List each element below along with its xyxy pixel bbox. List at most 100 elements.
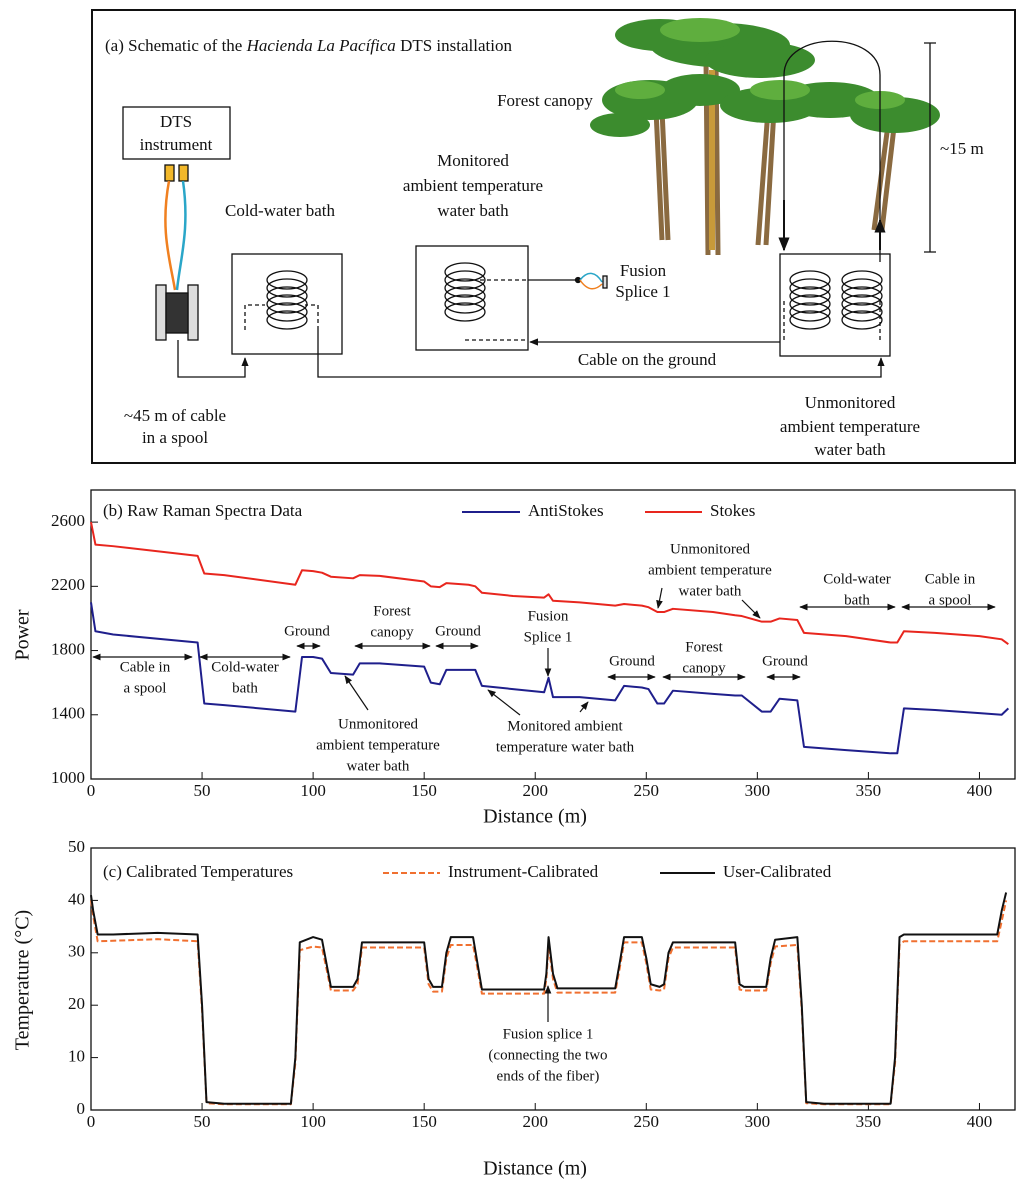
annotation: Cable in: [120, 659, 171, 675]
schematic: [91, 9, 1016, 464]
annotation-arrow: [344, 675, 369, 711]
y-tick-label: 1000: [51, 768, 85, 787]
coil-loop: [444, 262, 486, 282]
x-tick-label: 200: [522, 781, 548, 800]
y-axis-label: Temperature (°C): [12, 910, 34, 1050]
coil-loop: [266, 278, 308, 298]
panel-title: (a) Schematic of the Hacienda La Pacífic…: [105, 36, 512, 55]
title-part: DTS installation: [396, 36, 513, 55]
x-tick-label: 50: [194, 781, 211, 800]
annotation: Cold-water: [211, 659, 278, 675]
annotation: Fusion splice 1: [503, 1026, 594, 1042]
legend-label: AntiStokes: [528, 501, 604, 520]
annotation-arrow: [487, 689, 521, 716]
coil-loop: [266, 294, 308, 314]
panel-frame: [91, 9, 1016, 464]
annotation: Forest: [373, 603, 411, 619]
chart: 0 50 100 150 200 250 300 350 400 0 10 20 30 40 50 Dista…: [12, 837, 1016, 1180]
legend-label: Stokes: [710, 501, 755, 520]
coil-loop: [789, 310, 831, 330]
x-tick-label: 300: [745, 781, 771, 800]
annotation: a spool: [929, 592, 972, 608]
plot-frame: [90, 489, 1016, 780]
label: ~15 m: [940, 139, 984, 158]
annotation: canopy: [682, 660, 726, 676]
label: ~45 m of cable: [124, 406, 226, 425]
label: Cold-water bath: [225, 201, 335, 220]
annotation: ends of the fiber): [497, 1068, 600, 1084]
annotation: Unmonitored: [338, 716, 418, 732]
coil-loop: [444, 302, 486, 322]
annotation: Cold-water: [823, 571, 890, 587]
x-tick-label: 350: [856, 781, 882, 800]
x-tick-label: 350: [856, 1112, 882, 1131]
coil-loop: [444, 294, 486, 314]
annotation: ambient temperature: [648, 562, 772, 578]
x-tick-label: 200: [522, 1112, 548, 1131]
annotation: bath: [844, 592, 870, 608]
dashed-cable: [465, 279, 528, 341]
label: Cable on the ground: [578, 350, 717, 369]
bath-box: [415, 245, 529, 351]
x-tick-label: 100: [300, 781, 326, 800]
trees: [590, 18, 940, 256]
y-tick-label: 0: [77, 1099, 86, 1118]
x-tick-label: 150: [411, 1112, 437, 1131]
label: Forest canopy: [497, 91, 593, 110]
annotation: Splice 1: [524, 629, 573, 645]
coil-loop: [789, 286, 831, 306]
x-tick-label: 100: [300, 1112, 326, 1131]
label: DTS: [160, 112, 192, 131]
y-axis-label: Power: [12, 609, 34, 660]
x-axis-label: Distance (m): [483, 1158, 587, 1180]
label: water bath: [437, 201, 509, 220]
label: Unmonitored: [805, 393, 896, 412]
annotation: Cable in: [925, 571, 976, 587]
x-tick-label: 0: [87, 1112, 96, 1131]
cable: [164, 180, 177, 291]
dashed-cable: [244, 304, 319, 330]
annotation: Monitored ambient: [507, 718, 623, 734]
label: Splice 1: [615, 282, 670, 301]
x-tick-label: 300: [745, 1112, 771, 1131]
coil-loop: [841, 302, 883, 322]
bath-box: [231, 253, 343, 355]
cable: [317, 330, 885, 378]
annotation-arrow: [741, 599, 761, 619]
x-tick-label: 400: [967, 781, 993, 800]
coil-loop: [789, 278, 831, 298]
annotation: water bath: [347, 758, 410, 774]
coil-loop: [266, 310, 308, 330]
chart-title: (b) Raw Raman Spectra Data: [103, 501, 303, 520]
splice-fiber: [579, 279, 603, 290]
cable: [177, 340, 249, 378]
bath-box: [779, 253, 891, 357]
annotation: (connecting the two: [488, 1047, 607, 1063]
coil-loop: [789, 270, 831, 290]
chart: 0 50 100 150 200 250 300 350 400 1000 1400 1800 2200…: [12, 489, 1016, 828]
coil-loop: [789, 302, 831, 322]
annotation: Forest: [685, 639, 723, 655]
annotation: Ground: [762, 653, 808, 669]
annotation: temperature water bath: [496, 739, 635, 755]
y-tick-label: 40: [68, 889, 85, 908]
annotation: canopy: [370, 624, 414, 640]
title-part: (a) Schematic of the: [105, 36, 247, 55]
series-line: [90, 892, 1008, 1105]
annotation: a spool: [124, 680, 167, 696]
coil-loop: [444, 278, 486, 298]
cable: [175, 180, 187, 291]
x-tick-label: 150: [411, 781, 437, 800]
x-tick-label: 400: [967, 1112, 993, 1131]
annotation: Ground: [435, 623, 481, 639]
splice-dot: [574, 276, 582, 284]
series-line: [90, 602, 1010, 755]
coils: [266, 262, 883, 330]
x-tick-label: 0: [87, 781, 96, 800]
connector: [164, 164, 175, 182]
plot-frame: [90, 847, 1016, 1111]
y-tick-label: 30: [68, 942, 85, 961]
coil-loop: [841, 294, 883, 314]
